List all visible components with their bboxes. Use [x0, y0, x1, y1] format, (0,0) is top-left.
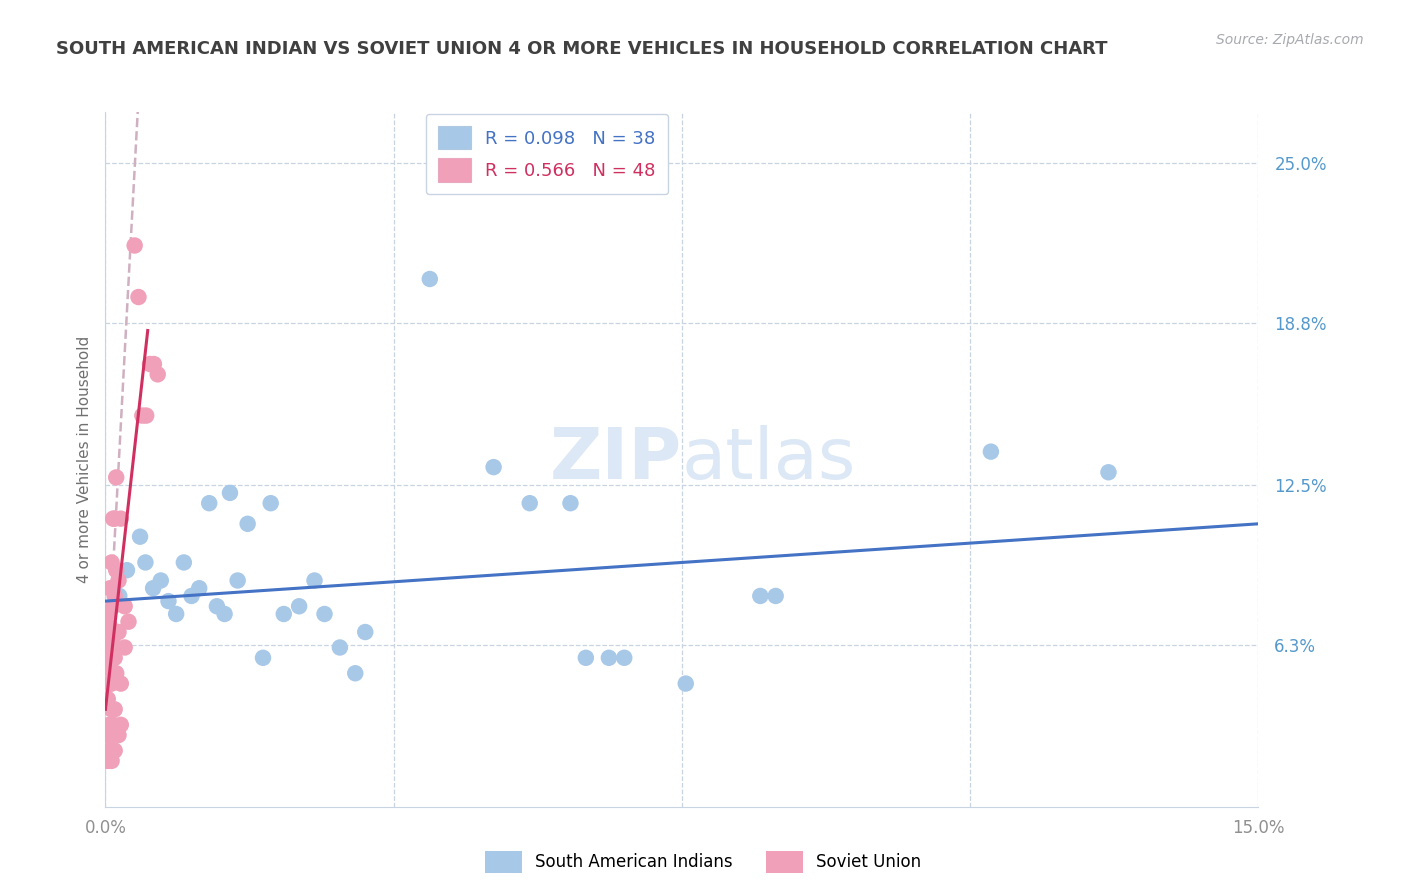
Point [205, 599, 228, 614]
Point [100, 754, 122, 768]
Point [110, 676, 132, 690]
Point [97, 692, 120, 706]
Point [131, 409, 153, 423]
Point [98, 620, 121, 634]
Point [97, 728, 120, 742]
Point [98, 676, 121, 690]
Point [114, 599, 136, 614]
Point [519, 496, 541, 510]
Point [329, 640, 352, 655]
Point [100, 702, 122, 716]
Point [273, 607, 295, 621]
Point [146, 368, 169, 382]
Point [100, 728, 122, 742]
Point [219, 486, 242, 500]
Point [101, 511, 124, 525]
Point [110, 718, 132, 732]
Point [108, 589, 131, 603]
Point [105, 640, 128, 655]
Point [560, 496, 582, 510]
Point [97, 754, 120, 768]
Point [180, 589, 202, 603]
Point [675, 676, 697, 690]
Point [575, 650, 598, 665]
Point [104, 511, 127, 525]
Point [142, 357, 165, 371]
Point [114, 640, 136, 655]
Point [104, 589, 127, 603]
Point [97, 607, 120, 621]
Point [105, 563, 128, 577]
Point [101, 743, 124, 757]
Point [129, 530, 152, 544]
Point [110, 511, 132, 525]
Point [107, 574, 129, 588]
Point [165, 607, 187, 621]
Point [354, 625, 377, 640]
Point [115, 563, 138, 577]
Point [139, 357, 162, 371]
Point [98, 581, 121, 595]
Point [260, 496, 283, 510]
Point [101, 599, 124, 614]
Point [304, 574, 326, 588]
Point [749, 589, 772, 603]
Y-axis label: 4 or more Vehicles in Household: 4 or more Vehicles in Household [76, 335, 91, 583]
Point [613, 650, 636, 665]
Legend: R = 0.098   N = 38, R = 0.566   N = 48: R = 0.098 N = 38, R = 0.566 N = 48 [426, 113, 668, 194]
Point [98, 718, 121, 732]
Point [598, 650, 620, 665]
Point [188, 581, 211, 595]
Point [98, 743, 121, 757]
Point [101, 666, 124, 681]
Point [980, 444, 1002, 458]
Point [135, 409, 157, 423]
Point [252, 650, 274, 665]
Text: Source: ZipAtlas.com: Source: ZipAtlas.com [1216, 33, 1364, 47]
Point [236, 516, 259, 531]
Point [97, 632, 120, 647]
Point [482, 460, 505, 475]
Point [107, 728, 129, 742]
Point [105, 470, 128, 484]
Point [134, 556, 156, 570]
Point [1097, 465, 1119, 479]
Text: ZIP: ZIP [550, 425, 682, 494]
Text: atlas: atlas [682, 425, 856, 494]
Point [198, 496, 221, 510]
Point [117, 615, 139, 629]
Point [419, 272, 441, 286]
Point [157, 594, 180, 608]
Point [104, 702, 127, 716]
Point [173, 556, 195, 570]
Point [98, 650, 121, 665]
Point [104, 743, 127, 757]
Point [124, 238, 146, 252]
Point [344, 666, 367, 681]
Point [101, 718, 124, 732]
Point [314, 607, 336, 621]
Point [149, 574, 172, 588]
Point [100, 640, 122, 655]
Point [288, 599, 311, 614]
Legend: South American Indians, Soviet Union: South American Indians, Soviet Union [478, 845, 928, 880]
Point [97, 658, 120, 673]
Point [226, 574, 249, 588]
Point [214, 607, 236, 621]
Point [104, 650, 127, 665]
Point [128, 290, 150, 304]
Point [765, 589, 787, 603]
Point [100, 676, 122, 690]
Point [105, 666, 128, 681]
Point [100, 556, 122, 570]
Text: SOUTH AMERICAN INDIAN VS SOVIET UNION 4 OR MORE VEHICLES IN HOUSEHOLD CORRELATIO: SOUTH AMERICAN INDIAN VS SOVIET UNION 4 … [56, 40, 1108, 58]
Point [107, 625, 129, 640]
Point [142, 581, 165, 595]
